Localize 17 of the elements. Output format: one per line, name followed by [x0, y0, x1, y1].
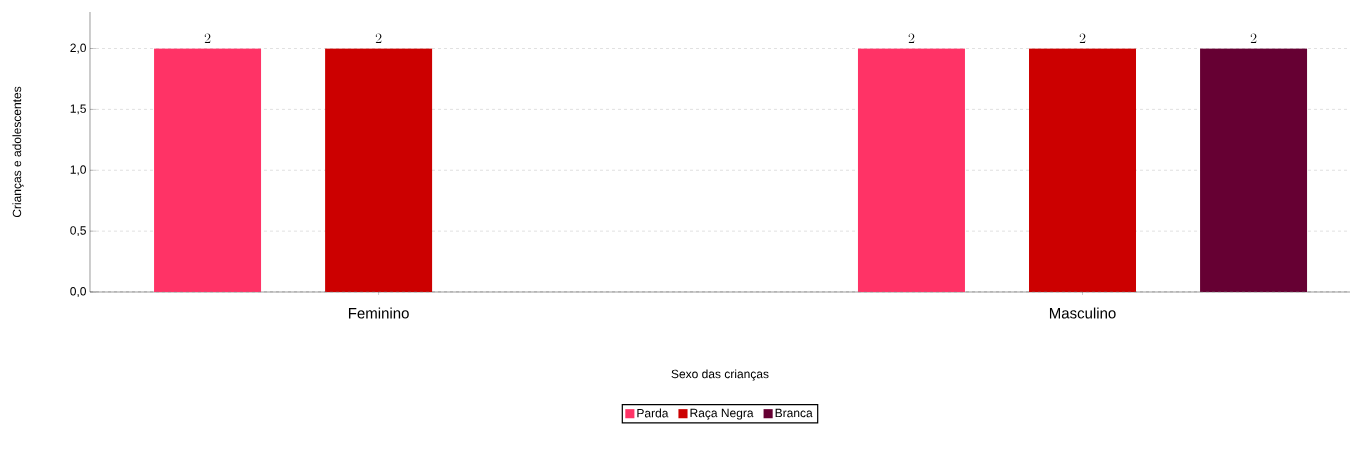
data-label: 2 — [908, 33, 915, 43]
y-tick-label: 1,0 — [70, 165, 86, 176]
y-axis-title: Crianças e adolescentes — [12, 86, 24, 218]
legend-label: Parda — [637, 408, 669, 418]
data-label: 2 — [1250, 33, 1257, 43]
y-tick-label: 2,0 — [70, 43, 86, 54]
data-label: 2 — [204, 33, 211, 43]
y-tick-label: 0,5 — [70, 226, 86, 237]
x-tick-label: Masculino — [1049, 307, 1116, 319]
legend-label: Raça Negra — [690, 408, 754, 420]
x-tick-label: Feminino — [348, 307, 409, 319]
y-tick-label: 1,5 — [70, 104, 86, 115]
data-label: 2 — [1079, 33, 1086, 43]
y-tick-label: 0,0 — [70, 287, 86, 297]
x-axis-title: Sexo das crianças — [671, 369, 769, 381]
legend-label: Branca — [775, 408, 813, 418]
data-label: 2 — [375, 33, 382, 43]
